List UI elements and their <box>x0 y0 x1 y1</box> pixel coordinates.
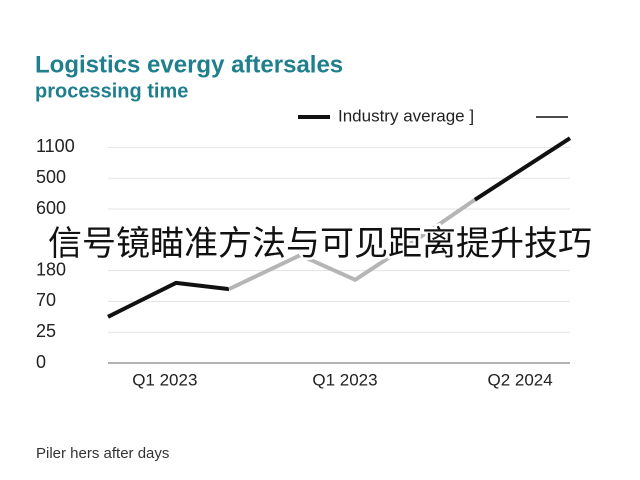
chart-subtitle: processing time <box>35 80 188 102</box>
y-tick-label: 70 <box>36 290 56 310</box>
x-tick-label: Q1 2023 <box>132 370 197 389</box>
x-tick-label: Q2 2024 <box>487 370 552 389</box>
plot-area: 0 25 70 180 600 500 1100 Q1 2023 Q1 2023 Q2 2024 <box>36 136 572 389</box>
legend-label: Industry average ] <box>338 106 474 125</box>
y-tick-label: 500 <box>36 167 66 187</box>
y-tick-label: 0 <box>36 352 46 372</box>
series-line <box>107 136 572 319</box>
x-tick-label: Q1 2023 <box>312 370 377 389</box>
y-tick-label: 1100 <box>36 136 75 156</box>
y-tick-label: 600 <box>36 198 66 218</box>
series-line <box>228 198 476 291</box>
footnote: Piler hers after days <box>36 445 169 462</box>
overlay-text: 信号镜瞄准方法与可见距离提升技巧 <box>48 225 592 263</box>
y-tick-label: 180 <box>36 259 66 279</box>
y-tick-label: 25 <box>36 321 56 341</box>
chart-title: Logistics evergy aftersales <box>35 51 343 78</box>
